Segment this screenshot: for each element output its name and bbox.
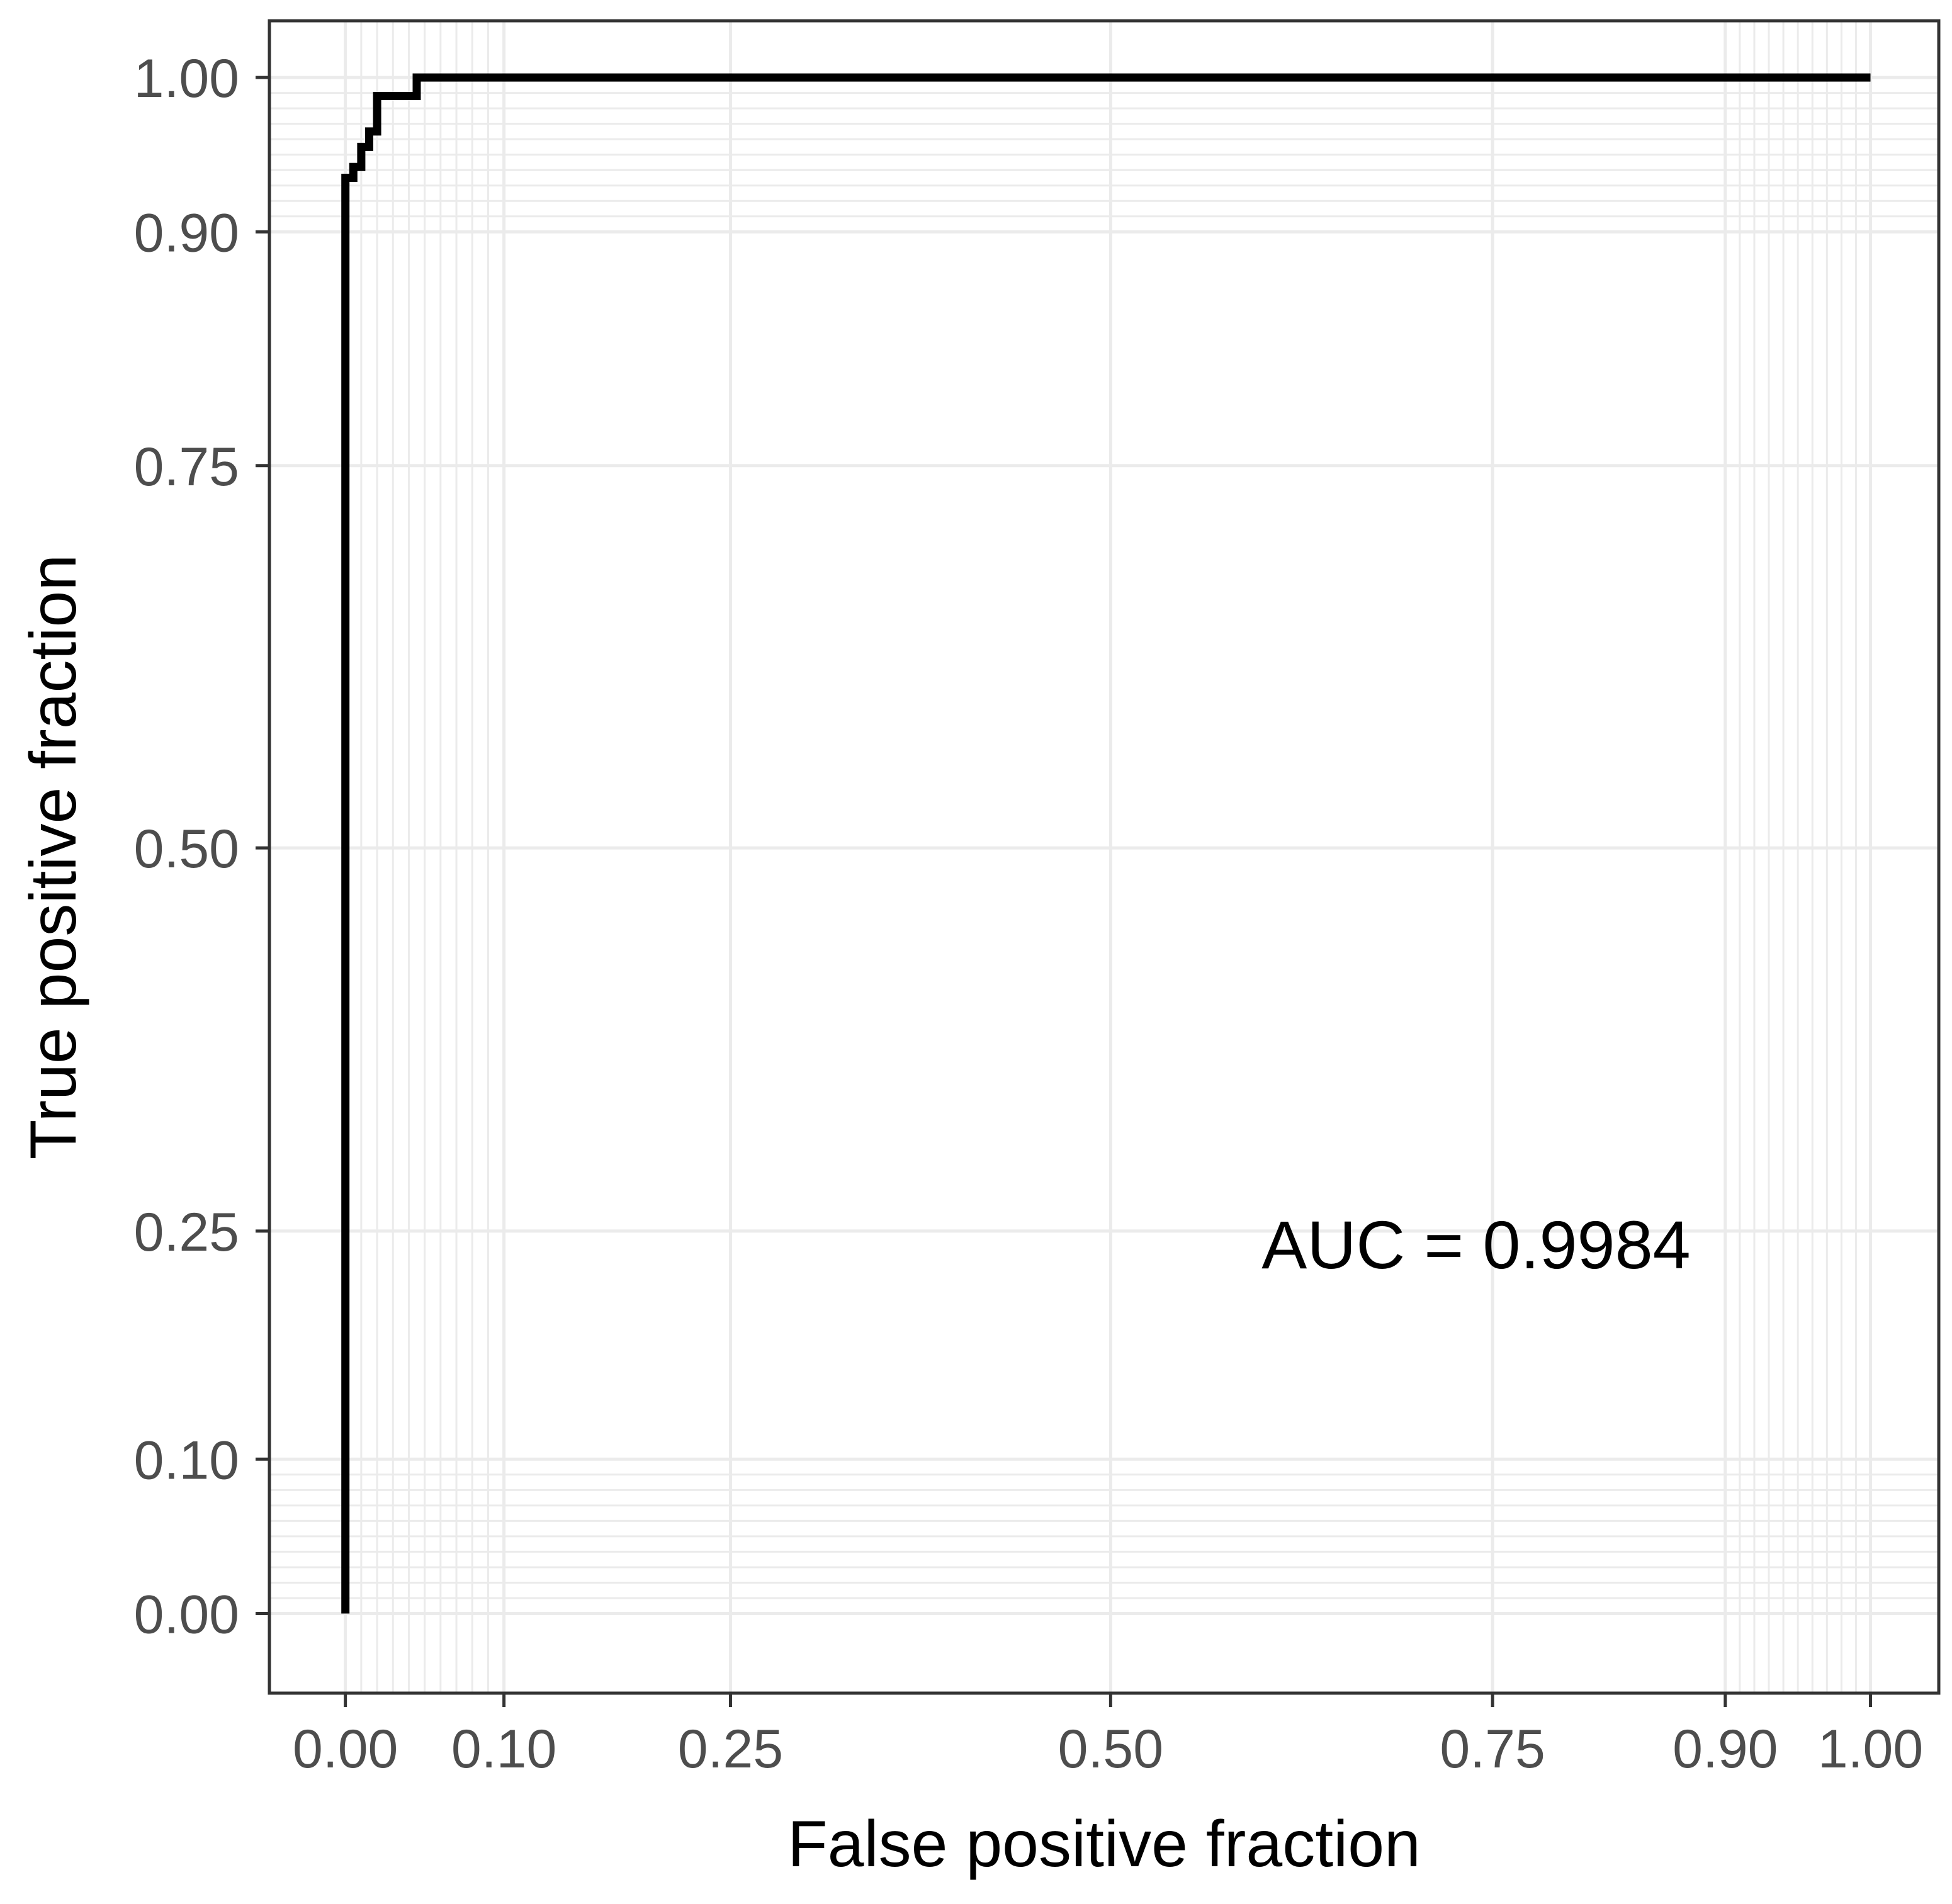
tick-layer: 0.00 0.10 0.25 0.50 0.75 0.90 1.00 0.00 0.10 0.25… bbox=[134, 48, 1924, 1779]
auc-annotation: AUC = 0.9984 bbox=[1261, 1207, 1690, 1283]
y-tick-label: 0.75 bbox=[134, 437, 239, 497]
y-tick-label: 0.25 bbox=[134, 1202, 239, 1263]
x-tick-label: 0.10 bbox=[451, 1719, 556, 1779]
y-tick-label: 1.00 bbox=[134, 48, 239, 109]
y-axis-title: True positive fraction bbox=[17, 555, 90, 1159]
curve-layer bbox=[341, 73, 1871, 1614]
x-tick-label: 1.00 bbox=[1818, 1719, 1923, 1779]
grid-layer bbox=[269, 21, 1939, 1693]
roc-curve-line bbox=[341, 73, 1871, 1614]
y-tick-label: 0.50 bbox=[134, 819, 239, 879]
x-axis-title: False positive fraction bbox=[787, 1808, 1421, 1881]
panel-background bbox=[269, 21, 1939, 1693]
panel-frame bbox=[268, 19, 1941, 1695]
y-tick-label: 0.10 bbox=[134, 1430, 239, 1490]
label-layer: AUC = 0.9984 False positive fraction Tru… bbox=[17, 555, 1691, 1881]
x-tick-label: 0.00 bbox=[293, 1719, 398, 1779]
x-tick-label: 0.90 bbox=[1673, 1719, 1778, 1779]
panel-border bbox=[268, 19, 1941, 1695]
x-tick-label: 0.50 bbox=[1058, 1719, 1163, 1779]
y-tick-label: 0.00 bbox=[134, 1585, 239, 1645]
x-tick-label: 0.25 bbox=[678, 1719, 783, 1779]
y-tick-label: 0.90 bbox=[134, 203, 239, 263]
x-tick-label: 0.75 bbox=[1440, 1719, 1545, 1779]
